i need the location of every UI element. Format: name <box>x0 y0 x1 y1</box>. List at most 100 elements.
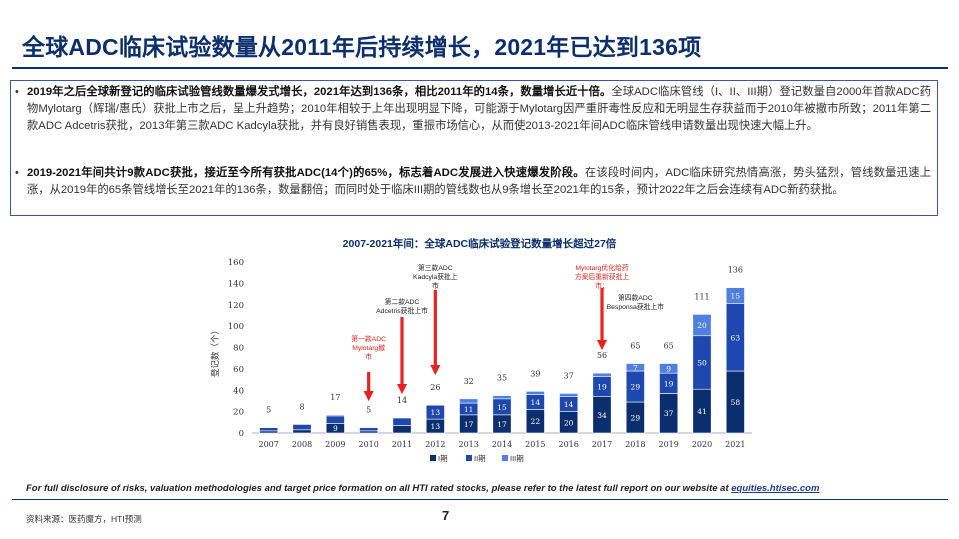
legend-swatch <box>502 455 508 461</box>
segment-value-label: 15 <box>731 292 741 301</box>
segment-value-label: 17 <box>497 420 507 429</box>
bar-segment <box>359 427 379 432</box>
legend-swatch <box>466 455 472 461</box>
segment-value-label: 13 <box>431 408 441 417</box>
bar-segment <box>292 424 312 431</box>
segment-value-label: 19 <box>597 383 607 392</box>
y-tick-label: 60 <box>233 365 244 375</box>
summary-bullet-1: • 2019年之后全球新登记的临床试验管线数量爆发式增长，2021年达到136条… <box>15 84 931 135</box>
x-tick-label: 2015 <box>525 440 545 449</box>
y-tick-label: 40 <box>233 386 244 396</box>
segment-value-label: 9 <box>333 424 338 433</box>
x-tick-label: 2021 <box>725 440 745 449</box>
summary-bullet-2: • 2019-2021年间共计9款ADC获批，接近至今所有获批ADC(14个)的… <box>15 165 932 199</box>
y-tick-label: 140 <box>228 279 244 289</box>
page-number: 7 <box>442 508 450 523</box>
annotation-text: 市 <box>365 352 372 361</box>
segment-value-label: 29 <box>631 414 641 423</box>
bar-total-label: 17 <box>330 393 340 402</box>
segment-value-label: 63 <box>731 333 741 342</box>
annotation-text: 方案后重新获批上 <box>575 272 630 281</box>
bar-segment <box>625 363 645 372</box>
disclaimer: For full disclosure of risks, valuation … <box>26 483 819 494</box>
annotation-text: 第三款ADC <box>418 263 453 272</box>
y-tick-label: 0 <box>239 429 244 439</box>
x-tick-label: 2010 <box>358 440 378 449</box>
segment-value-label: 37 <box>664 409 674 418</box>
segment-value-label: 7 <box>633 363 638 372</box>
bar-total-label: 56 <box>597 351 607 360</box>
bullet-marker: • <box>15 167 19 179</box>
segment-value-label: 14 <box>564 400 574 409</box>
segment-value-label: 22 <box>531 417 541 426</box>
x-tick-label: 2020 <box>692 440 712 449</box>
segment-value-label: 15 <box>497 403 507 412</box>
y-tick-label: 120 <box>228 301 244 311</box>
segment-value-label: 34 <box>597 411 607 420</box>
bar-segment <box>292 429 312 434</box>
annotation-text: 第一款ADC <box>351 334 386 343</box>
legend-label: III期 <box>510 454 524 463</box>
bar-segment <box>559 393 579 397</box>
legend-swatch <box>430 455 436 461</box>
bar-segment <box>325 414 345 417</box>
segment-value-label: 41 <box>697 407 707 416</box>
x-tick-label: 2018 <box>625 440 645 449</box>
bar-segment <box>259 427 279 432</box>
segment-value-label: 58 <box>731 398 741 407</box>
bar-segment <box>659 363 679 374</box>
bar-total-label: 14 <box>397 396 407 405</box>
bar-total-label: 26 <box>430 383 440 392</box>
bar-total-label: 32 <box>464 377 474 386</box>
segment-value-label: 29 <box>631 383 641 392</box>
segment-value-label: 13 <box>431 422 441 431</box>
segment-value-label: 17 <box>464 420 474 429</box>
bar-total-label: 65 <box>664 342 674 351</box>
bar-segment <box>459 398 479 404</box>
bar-segment <box>692 314 712 337</box>
bar-total-label: 39 <box>530 369 540 378</box>
x-tick-label: 2011 <box>392 440 412 449</box>
x-tick-label: 2007 <box>258 440 278 449</box>
x-tick-label: 2014 <box>492 440 512 449</box>
annotation-text: 市 <box>432 281 439 290</box>
title-divider <box>12 67 948 69</box>
bullet-marker: • <box>15 86 19 98</box>
x-tick-label: 2019 <box>658 440 678 449</box>
bullet-2-body: 在该段时间内，ADC临床研究热情高涨，势头猛烈，管线数量迅速上涨，从2019年的… <box>27 167 932 196</box>
bar-segment <box>325 415 345 424</box>
y-tick-label: 80 <box>233 344 244 354</box>
annotation-text: 市； <box>595 281 609 290</box>
annotation-text: Mylotarg优化给药 <box>575 263 628 272</box>
bar-segment <box>525 391 545 395</box>
bar-segment <box>359 430 379 434</box>
bar-segment <box>725 287 745 304</box>
bar-total-label: 5 <box>266 406 271 415</box>
bar-segment <box>392 425 412 434</box>
bar-segment <box>592 372 612 377</box>
bar-total-label: 8 <box>299 402 304 411</box>
segment-value-label: 9 <box>666 364 671 373</box>
segment-value-label: 20 <box>697 321 707 330</box>
bullet-1-headline: 2019年之后全球新登记的临床试验管线数量爆发式增长，2021年达到136条，相… <box>27 86 612 98</box>
source-note: 资料来源：医药魔方，HTI预测 <box>26 514 142 524</box>
segment-value-label: 14 <box>531 398 541 407</box>
bar-total-label: 111 <box>694 292 709 301</box>
y-tick-label: 160 <box>228 258 244 268</box>
website-link[interactable]: equities.htisec.com <box>731 483 820 494</box>
x-tick-label: 2013 <box>458 440 478 449</box>
legend-label: II期 <box>474 454 486 463</box>
chart-title: 2007-2021年间：全球ADC临床试验登记数量增长超过27倍 <box>342 238 617 250</box>
bar-segment <box>425 404 445 420</box>
bar-total-label: 5 <box>366 406 371 415</box>
bar-segment <box>492 395 512 400</box>
annotation-text: Kadcyla获批上 <box>413 272 458 281</box>
y-tick-label: 100 <box>228 322 244 332</box>
segment-value-label: 20 <box>564 418 574 427</box>
x-tick-label: 2008 <box>292 440 312 449</box>
page-title: 全球ADC临床试验数量从2011年后持续增长，2021年已达到136项 <box>22 34 702 60</box>
annotation-text: Mylotarg撤 <box>352 343 385 352</box>
bar-total-label: 35 <box>497 374 507 383</box>
annotation-text: 第二款ADC <box>385 297 420 306</box>
